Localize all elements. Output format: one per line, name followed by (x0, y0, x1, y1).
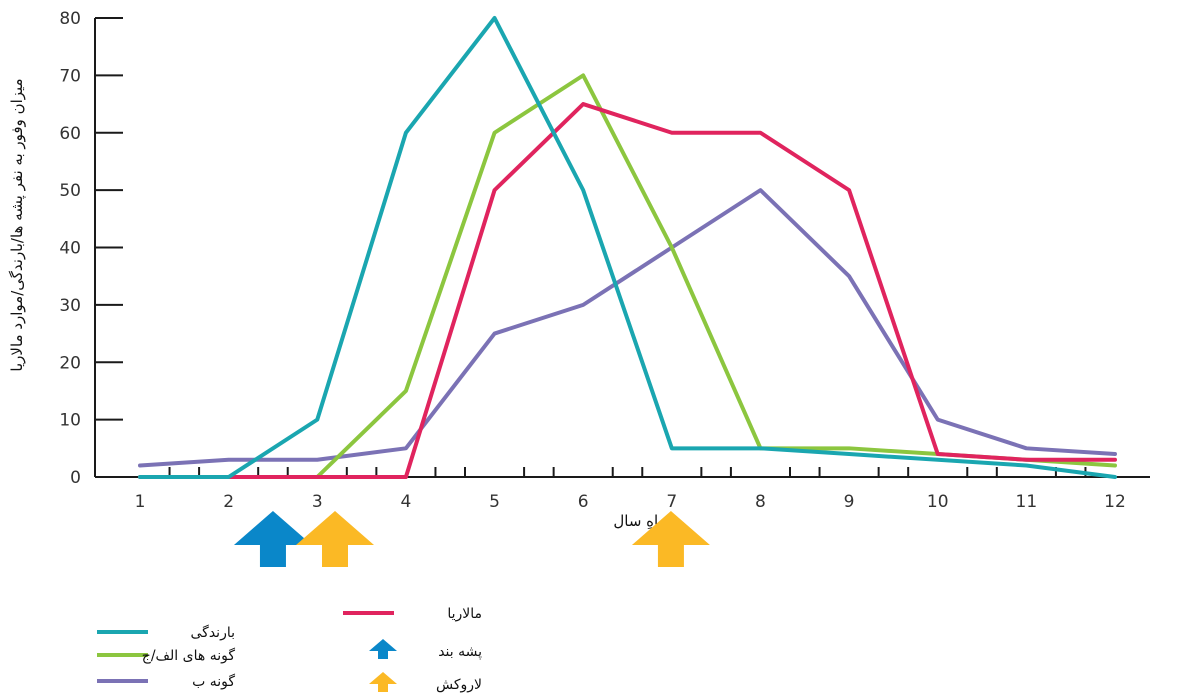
x-tick-label: 4 (400, 492, 411, 512)
x-tick-label: 6 (578, 492, 589, 512)
y-tick-label: 10 (59, 411, 81, 431)
x-tick-label: 12 (1104, 492, 1126, 512)
x-axis-title: ماهِ سال (613, 512, 666, 530)
y-tick-label: 80 (59, 9, 81, 29)
y-tick-label: 60 (59, 124, 81, 144)
legend-label: پشه بند (438, 644, 482, 660)
x-tick-label: 8 (755, 492, 766, 512)
x-tick-label: 5 (489, 492, 500, 512)
arrow-up-icon (631, 511, 710, 567)
y-tick-label: 70 (59, 66, 81, 86)
y-tick-label: 0 (70, 468, 81, 488)
x-tick-label: 9 (844, 492, 855, 512)
y-tick-label: 50 (59, 181, 81, 201)
legend-label: مالاریا (447, 606, 482, 622)
x-tick-label: 11 (1016, 492, 1038, 512)
arrow-up-icon (233, 511, 312, 567)
x-tick-label: 7 (666, 492, 677, 512)
legend-label: گونه های الف/ج (142, 647, 236, 664)
y-axis-title: میزان وفور به نفر پشه ها/بارندگی/موارد م… (8, 78, 27, 371)
x-tick-label: 3 (312, 492, 323, 512)
intervention-markers (233, 511, 710, 567)
arrow-up-icon (369, 672, 397, 692)
legend-label: گونه ب (192, 673, 235, 690)
legend-label: بارندگی (190, 624, 235, 641)
y-tick-label: 30 (59, 296, 81, 316)
series-line (138, 102, 1117, 479)
series-line (138, 188, 1117, 468)
y-tick-label: 40 (59, 239, 81, 259)
x-tick-label: 1 (135, 492, 146, 512)
x-tick-label: 2 (223, 492, 234, 512)
series-layer (138, 16, 1117, 479)
series-line (138, 16, 1117, 479)
arrow-up-icon (296, 511, 374, 567)
x-tick-label: 10 (927, 492, 949, 512)
legend: بارندگی گونه های الف/ج گونه ب مالاریا پشه بن… (97, 606, 482, 693)
legend-label: لاروکش (436, 677, 482, 693)
y-tick-label: 20 (59, 353, 81, 373)
arrow-up-icon (369, 639, 397, 659)
